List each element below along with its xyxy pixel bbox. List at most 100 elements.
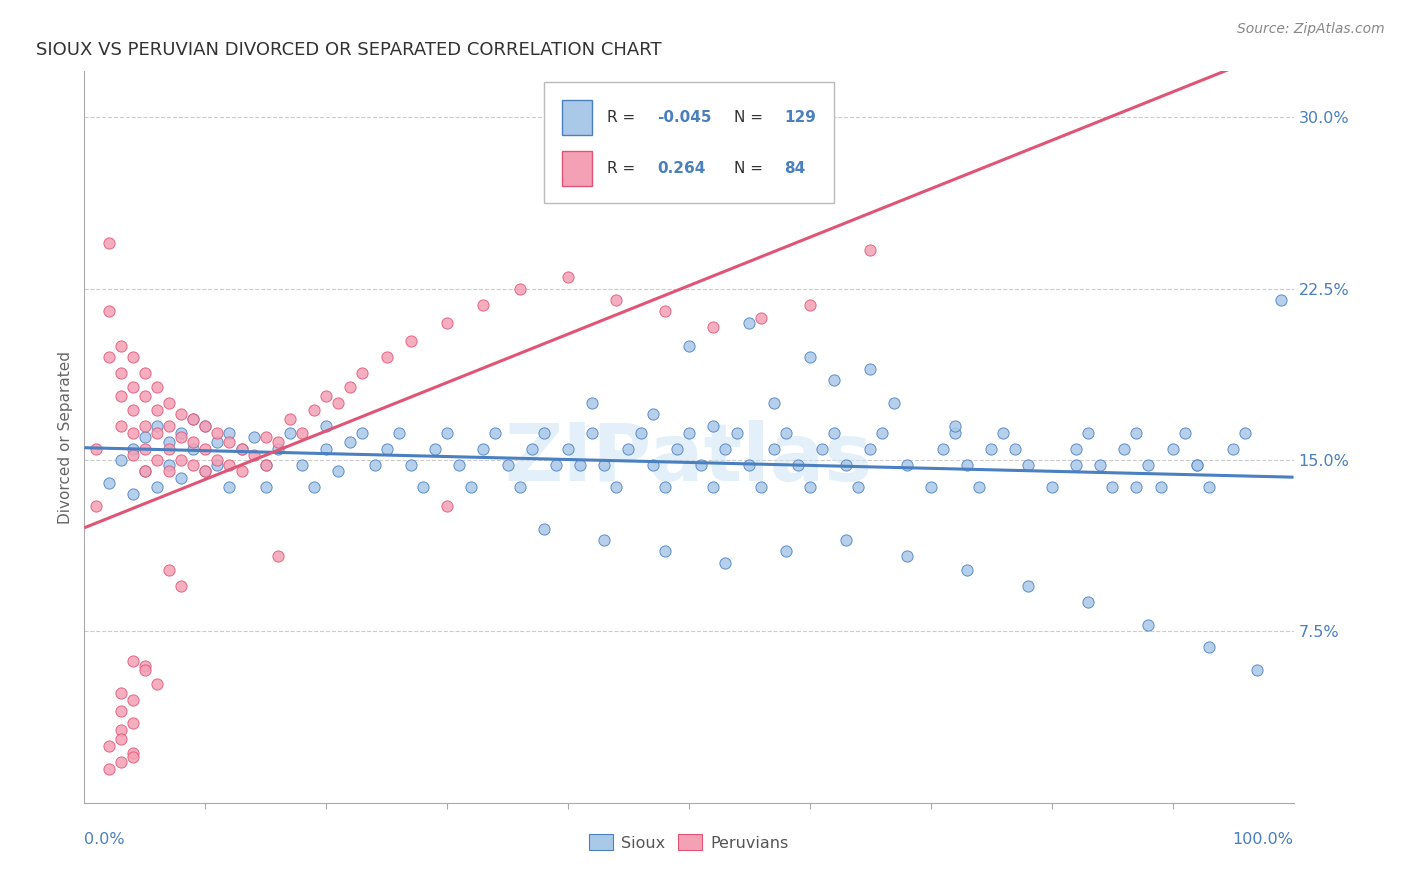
Point (121, 350, 143, 364)
Point (835, 533, 858, 547)
Point (157, 418, 180, 433)
Point (630, 425, 652, 440)
Text: 100.0%: 100.0% (1233, 832, 1294, 847)
Point (557, 270, 579, 285)
Point (86, 442, 108, 456)
Point (654, 544, 676, 558)
Point (460, 480, 482, 494)
Point (823, 425, 845, 440)
Point (738, 458, 761, 472)
Point (702, 320, 724, 334)
Point (1174, 425, 1197, 440)
Point (207, 458, 229, 472)
Point (436, 425, 458, 440)
Point (569, 458, 592, 472)
Text: 129: 129 (785, 110, 817, 125)
Point (1088, 458, 1111, 472)
Point (291, 458, 314, 472)
Point (375, 442, 398, 456)
Point (1040, 480, 1063, 494)
Point (242, 449, 264, 463)
Point (97, 304, 120, 318)
Point (1017, 579, 1039, 593)
Point (157, 434, 180, 449)
Point (436, 316, 458, 330)
Point (1017, 458, 1039, 472)
Point (170, 579, 193, 593)
Point (896, 549, 918, 563)
Point (121, 654, 143, 668)
Point (315, 442, 337, 456)
Point (399, 334, 422, 348)
Point (134, 418, 156, 433)
Point (533, 425, 555, 440)
Point (702, 418, 724, 433)
Point (218, 458, 240, 472)
Point (157, 442, 180, 456)
Text: ZIPatlas: ZIPatlas (505, 420, 873, 498)
Point (267, 442, 290, 456)
Point (134, 389, 156, 403)
Point (134, 658, 156, 673)
Point (1270, 293, 1292, 307)
Point (134, 442, 156, 456)
Point (762, 442, 785, 456)
Point (423, 442, 446, 456)
Point (134, 464, 156, 478)
Point (533, 521, 555, 535)
Point (1064, 458, 1087, 472)
Point (339, 380, 361, 394)
Point (170, 430, 193, 444)
Point (641, 458, 664, 472)
Point (654, 480, 676, 494)
Point (121, 380, 143, 394)
Point (762, 396, 785, 410)
Point (146, 418, 169, 433)
Point (920, 480, 942, 494)
Point (859, 442, 882, 456)
Point (581, 425, 603, 440)
Point (1077, 425, 1099, 440)
Point (702, 480, 724, 494)
Point (1246, 663, 1268, 677)
Text: R =: R = (607, 161, 640, 176)
FancyBboxPatch shape (562, 100, 592, 135)
Point (110, 366, 132, 380)
Point (302, 402, 325, 417)
Point (181, 434, 204, 449)
Point (267, 549, 290, 563)
Point (980, 442, 1002, 456)
Point (207, 453, 229, 467)
Point (157, 563, 180, 577)
Point (170, 453, 193, 467)
Point (775, 544, 797, 558)
Point (194, 442, 217, 456)
Point (121, 442, 143, 456)
Point (956, 563, 979, 577)
Text: Source: ZipAtlas.com: Source: ZipAtlas.com (1237, 22, 1385, 37)
Point (97, 762, 120, 776)
Point (110, 755, 132, 769)
Point (254, 430, 277, 444)
Point (181, 412, 204, 426)
Point (509, 480, 531, 494)
Text: R =: R = (607, 110, 640, 125)
Point (181, 442, 204, 456)
Text: 0.0%: 0.0% (84, 832, 125, 847)
Point (605, 480, 627, 494)
Point (1125, 425, 1147, 440)
Point (181, 458, 204, 472)
Point (110, 731, 132, 746)
Point (291, 425, 314, 440)
Point (617, 442, 640, 456)
Point (799, 350, 821, 364)
Point (170, 425, 193, 440)
Point (207, 425, 229, 440)
Point (170, 407, 193, 421)
Point (254, 458, 277, 472)
Point (157, 464, 180, 478)
Point (267, 434, 290, 449)
Point (146, 480, 169, 494)
Point (605, 293, 627, 307)
Point (157, 396, 180, 410)
